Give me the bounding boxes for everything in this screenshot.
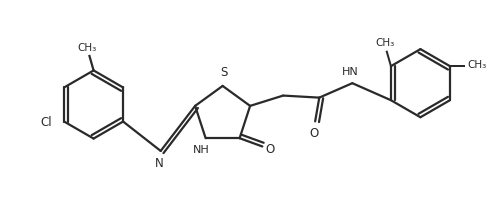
- Text: HN: HN: [342, 67, 358, 77]
- Text: Cl: Cl: [40, 116, 52, 129]
- Text: N: N: [155, 157, 164, 170]
- Text: S: S: [220, 66, 227, 79]
- Text: O: O: [265, 143, 275, 156]
- Text: CH₃: CH₃: [468, 60, 487, 70]
- Text: CH₃: CH₃: [375, 38, 394, 48]
- Text: NH: NH: [193, 145, 210, 155]
- Text: O: O: [310, 126, 318, 140]
- Text: CH₃: CH₃: [78, 43, 97, 53]
